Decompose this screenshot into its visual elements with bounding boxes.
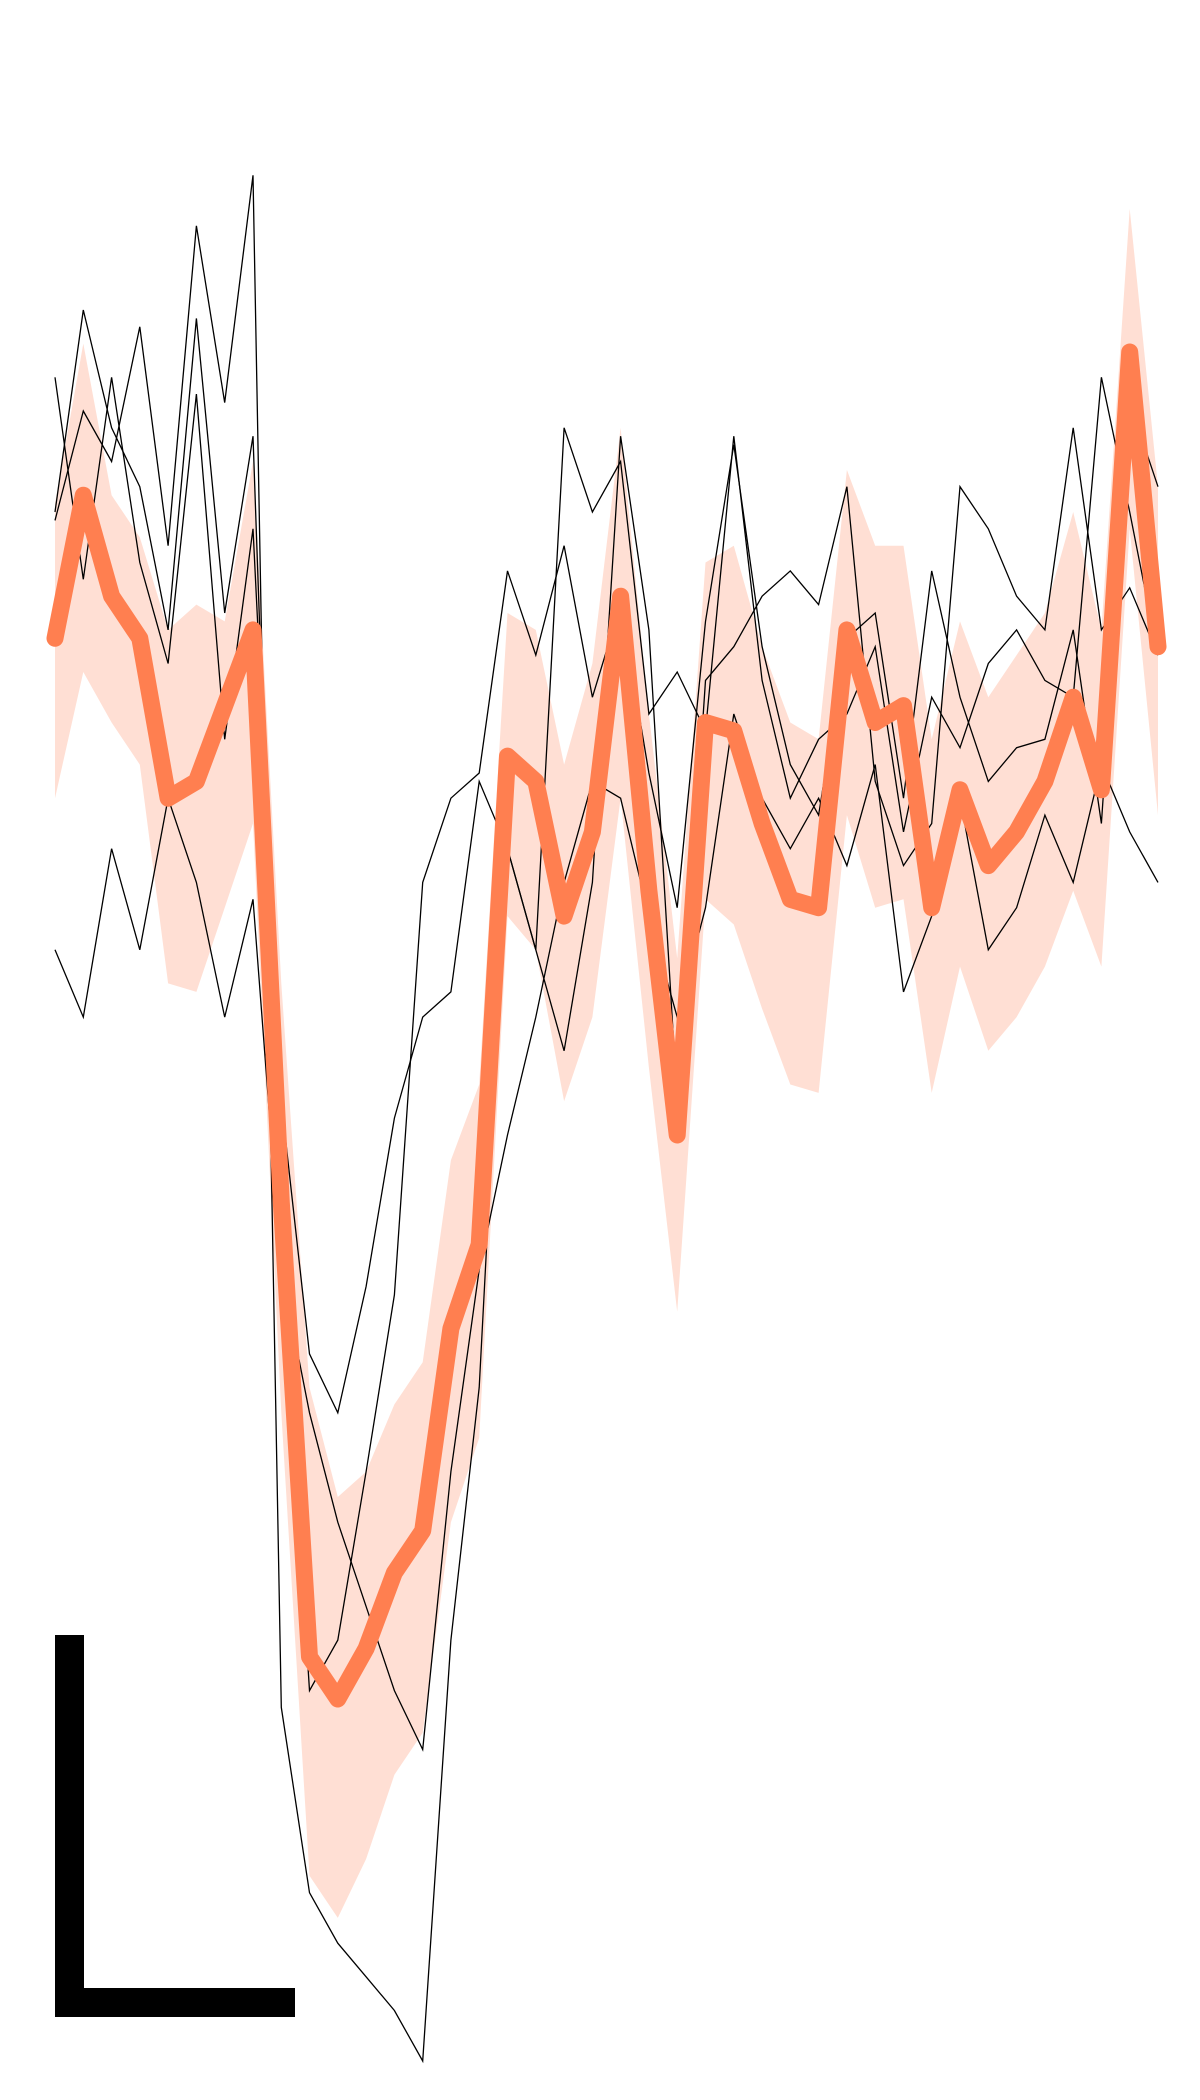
- scale-bar: [55, 1635, 295, 2017]
- trial-line-2: [54, 175, 1159, 2064]
- mean-line: [46, 343, 1167, 1708]
- trial-lines-layer: [54, 175, 1159, 2064]
- confidence-band-layer: [55, 208, 1158, 1918]
- scale-bar-vertical: [55, 1635, 84, 2017]
- scale-bar-horizontal: [55, 1988, 295, 2017]
- trial-line-4: [54, 713, 1159, 1752]
- mean-line-layer: [46, 343, 1167, 1708]
- trial-line-3: [54, 377, 1159, 1415]
- confidence-band: [55, 208, 1158, 1918]
